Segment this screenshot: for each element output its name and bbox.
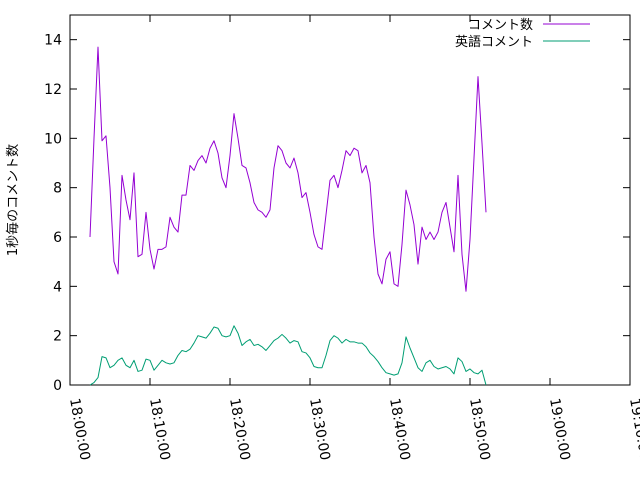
x-tick-label: 18:10:00 <box>146 397 173 462</box>
x-tick-label: 18:40:00 <box>386 397 413 462</box>
series-line-2 <box>89 325 487 386</box>
y-tick-label: 2 <box>53 329 62 345</box>
x-tick-label: 19:10:00 <box>626 397 640 462</box>
y-axis-label: 1秒毎のコメント数 <box>5 144 21 256</box>
y-tick-label: 10 <box>44 131 62 147</box>
y-tick-label: 14 <box>44 33 62 49</box>
series-line-1 <box>89 46 487 292</box>
x-tick-label: 19:00:00 <box>546 397 573 462</box>
y-tick-label: 0 <box>53 378 62 394</box>
legend-label-2: 英語コメント <box>455 34 533 50</box>
y-tick-label: 4 <box>53 279 62 295</box>
y-tick-label: 6 <box>53 230 62 246</box>
y-tick-label: 8 <box>53 181 62 197</box>
x-tick-label: 18:20:00 <box>226 397 253 462</box>
x-tick-label: 18:00:00 <box>66 397 93 462</box>
plot-frame <box>69 14 631 386</box>
legend-label-1: コメント数 <box>468 18 533 33</box>
x-tick-label: 18:30:00 <box>306 397 333 462</box>
y-tick-label: 12 <box>44 82 62 98</box>
plot-area: 0 2 4 6 8 10 12 14 18:00:00 18:10:00 18:20:00 18:30… <box>44 14 640 462</box>
x-tick-label: 18:50:00 <box>466 397 493 462</box>
